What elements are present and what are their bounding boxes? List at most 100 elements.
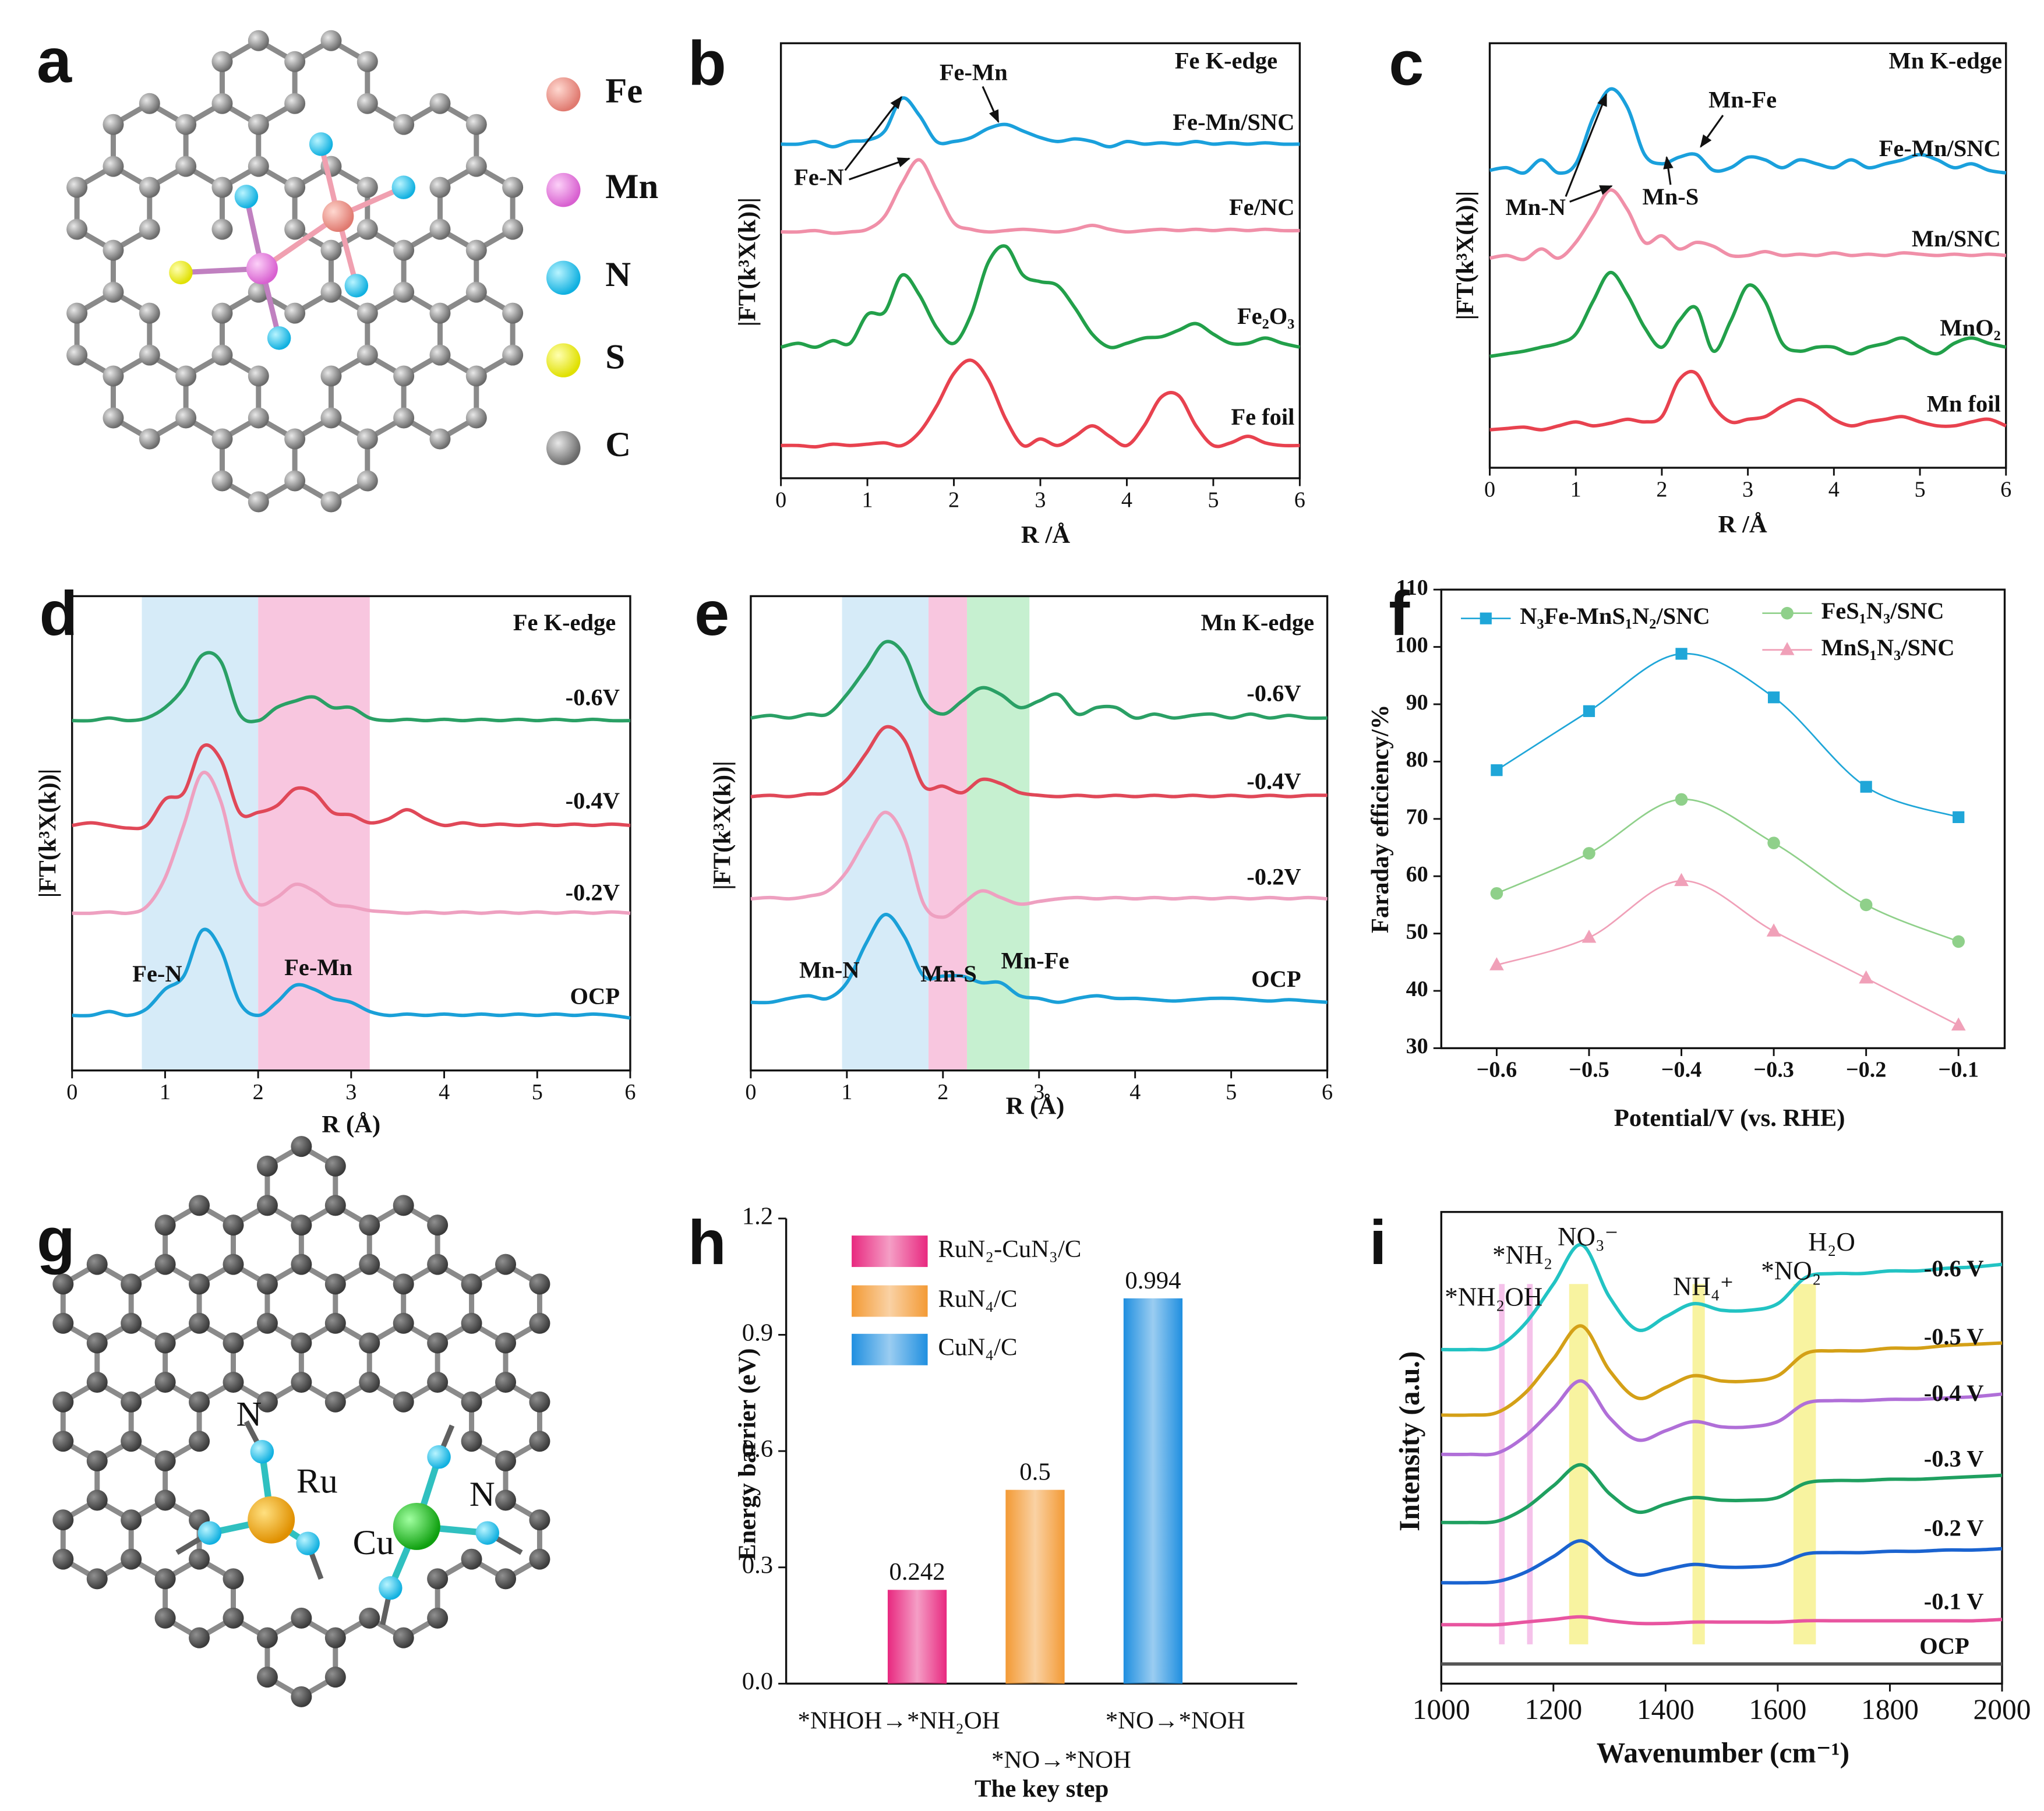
annotation: H₂O xyxy=(1808,1227,1855,1256)
y-tick-label: 50 xyxy=(1406,919,1428,944)
atom xyxy=(223,1607,244,1629)
annotation: Fe-Mn xyxy=(940,59,1008,86)
series-line xyxy=(72,651,630,723)
atom xyxy=(356,302,378,324)
marker xyxy=(1859,970,1874,984)
panel-letter: c xyxy=(1389,27,1424,98)
x-tick-label: 4 xyxy=(1828,477,1840,502)
series-label: Mn foil xyxy=(1927,391,2001,417)
atom xyxy=(427,1568,449,1590)
marker xyxy=(1491,764,1503,776)
atom xyxy=(211,218,233,240)
value-label: 0.994 xyxy=(1125,1267,1181,1294)
atom xyxy=(211,302,233,324)
panel-letter: f xyxy=(1389,578,1410,648)
x-tick-label: 1600 xyxy=(1749,1693,1806,1725)
atom xyxy=(356,93,378,114)
annotation: NO₃⁻ xyxy=(1558,1222,1618,1251)
series-label: OCP xyxy=(1251,966,1301,992)
atom xyxy=(529,1391,550,1413)
atom xyxy=(359,1607,380,1629)
atom xyxy=(121,1273,142,1295)
atom xyxy=(139,218,160,240)
atom xyxy=(461,1431,482,1452)
x-tick-label: 6 xyxy=(1322,1080,1333,1104)
atom xyxy=(291,1332,312,1354)
chart-panel xyxy=(779,42,1301,486)
atom xyxy=(154,1372,176,1393)
panel-letter: e xyxy=(694,578,729,648)
atom xyxy=(248,30,269,51)
atom xyxy=(139,176,160,198)
atom xyxy=(121,1509,142,1531)
x-tick-label: *NO→*NOH xyxy=(1106,1707,1245,1735)
atom xyxy=(66,218,88,240)
atom xyxy=(356,218,378,240)
x-tick-label: −0.4 xyxy=(1661,1058,1702,1082)
span xyxy=(929,596,968,1071)
legend-swatch xyxy=(546,172,581,207)
bar xyxy=(1123,1298,1183,1684)
annotation: Mn-N xyxy=(799,956,859,983)
series-label: Fe-Mn/SNC xyxy=(1879,135,2001,161)
x-tick-label: 1 xyxy=(841,1080,852,1104)
y-tick-label: 100 xyxy=(1395,633,1428,657)
atom-label: N xyxy=(469,1475,495,1514)
atom xyxy=(391,175,416,199)
legend-label: Mn xyxy=(605,167,658,206)
atom xyxy=(427,1607,449,1629)
atom xyxy=(211,470,233,492)
x-tick-label: 3 xyxy=(345,1080,356,1104)
atom xyxy=(86,1372,108,1393)
bar xyxy=(1005,1489,1065,1684)
series-label: -0.4V xyxy=(566,788,620,814)
atom xyxy=(429,344,451,366)
atom xyxy=(393,1391,414,1413)
panel-letter: b xyxy=(688,27,726,98)
x-tick-label: 1000 xyxy=(1413,1693,1470,1725)
panel-letter: a xyxy=(37,25,72,96)
x-tick-label: *NHOH→*NH₂OH xyxy=(797,1707,1000,1735)
value-label: 0.5 xyxy=(1019,1458,1050,1485)
atom xyxy=(393,114,415,135)
legend-label: C xyxy=(605,425,631,464)
value-label: 0.242 xyxy=(889,1558,945,1586)
atom xyxy=(248,156,269,177)
marker xyxy=(1675,648,1688,660)
series-label: OCP xyxy=(570,983,620,1009)
y-tick-label: 0.6 xyxy=(742,1435,773,1463)
atom xyxy=(461,1273,482,1295)
series-line xyxy=(1441,1242,2003,1352)
legend-swatch xyxy=(546,343,581,377)
series-label: -0.4V xyxy=(1247,768,1301,794)
series-label: -0.6 V xyxy=(1924,1255,1984,1282)
atom xyxy=(256,1667,278,1688)
x-tick-label: 6 xyxy=(624,1080,636,1104)
atom xyxy=(256,1312,278,1334)
marker xyxy=(1951,1017,1966,1031)
series-label: -0.3 V xyxy=(1924,1445,1984,1471)
series-line xyxy=(781,158,1300,235)
atom xyxy=(324,1312,346,1334)
atom xyxy=(103,114,124,135)
x-tick-label: 2000 xyxy=(1974,1693,2031,1725)
series-label: -0.4 V xyxy=(1924,1380,1984,1406)
series-line xyxy=(1496,880,1959,1026)
atom xyxy=(86,1450,108,1471)
atom xyxy=(189,1548,210,1570)
span xyxy=(1692,1284,1705,1644)
atom xyxy=(103,281,124,303)
atom xyxy=(502,302,524,324)
annotation: Mn-Fe xyxy=(1708,87,1777,113)
atom xyxy=(429,218,451,240)
marker xyxy=(1675,793,1688,806)
atom xyxy=(52,1431,74,1452)
atom xyxy=(211,176,233,198)
y-tick-label: 1.2 xyxy=(742,1203,773,1230)
span xyxy=(1499,1284,1505,1644)
atom xyxy=(175,114,197,135)
atom xyxy=(52,1548,74,1570)
arrow xyxy=(1565,93,1608,197)
marker xyxy=(1780,642,1795,655)
